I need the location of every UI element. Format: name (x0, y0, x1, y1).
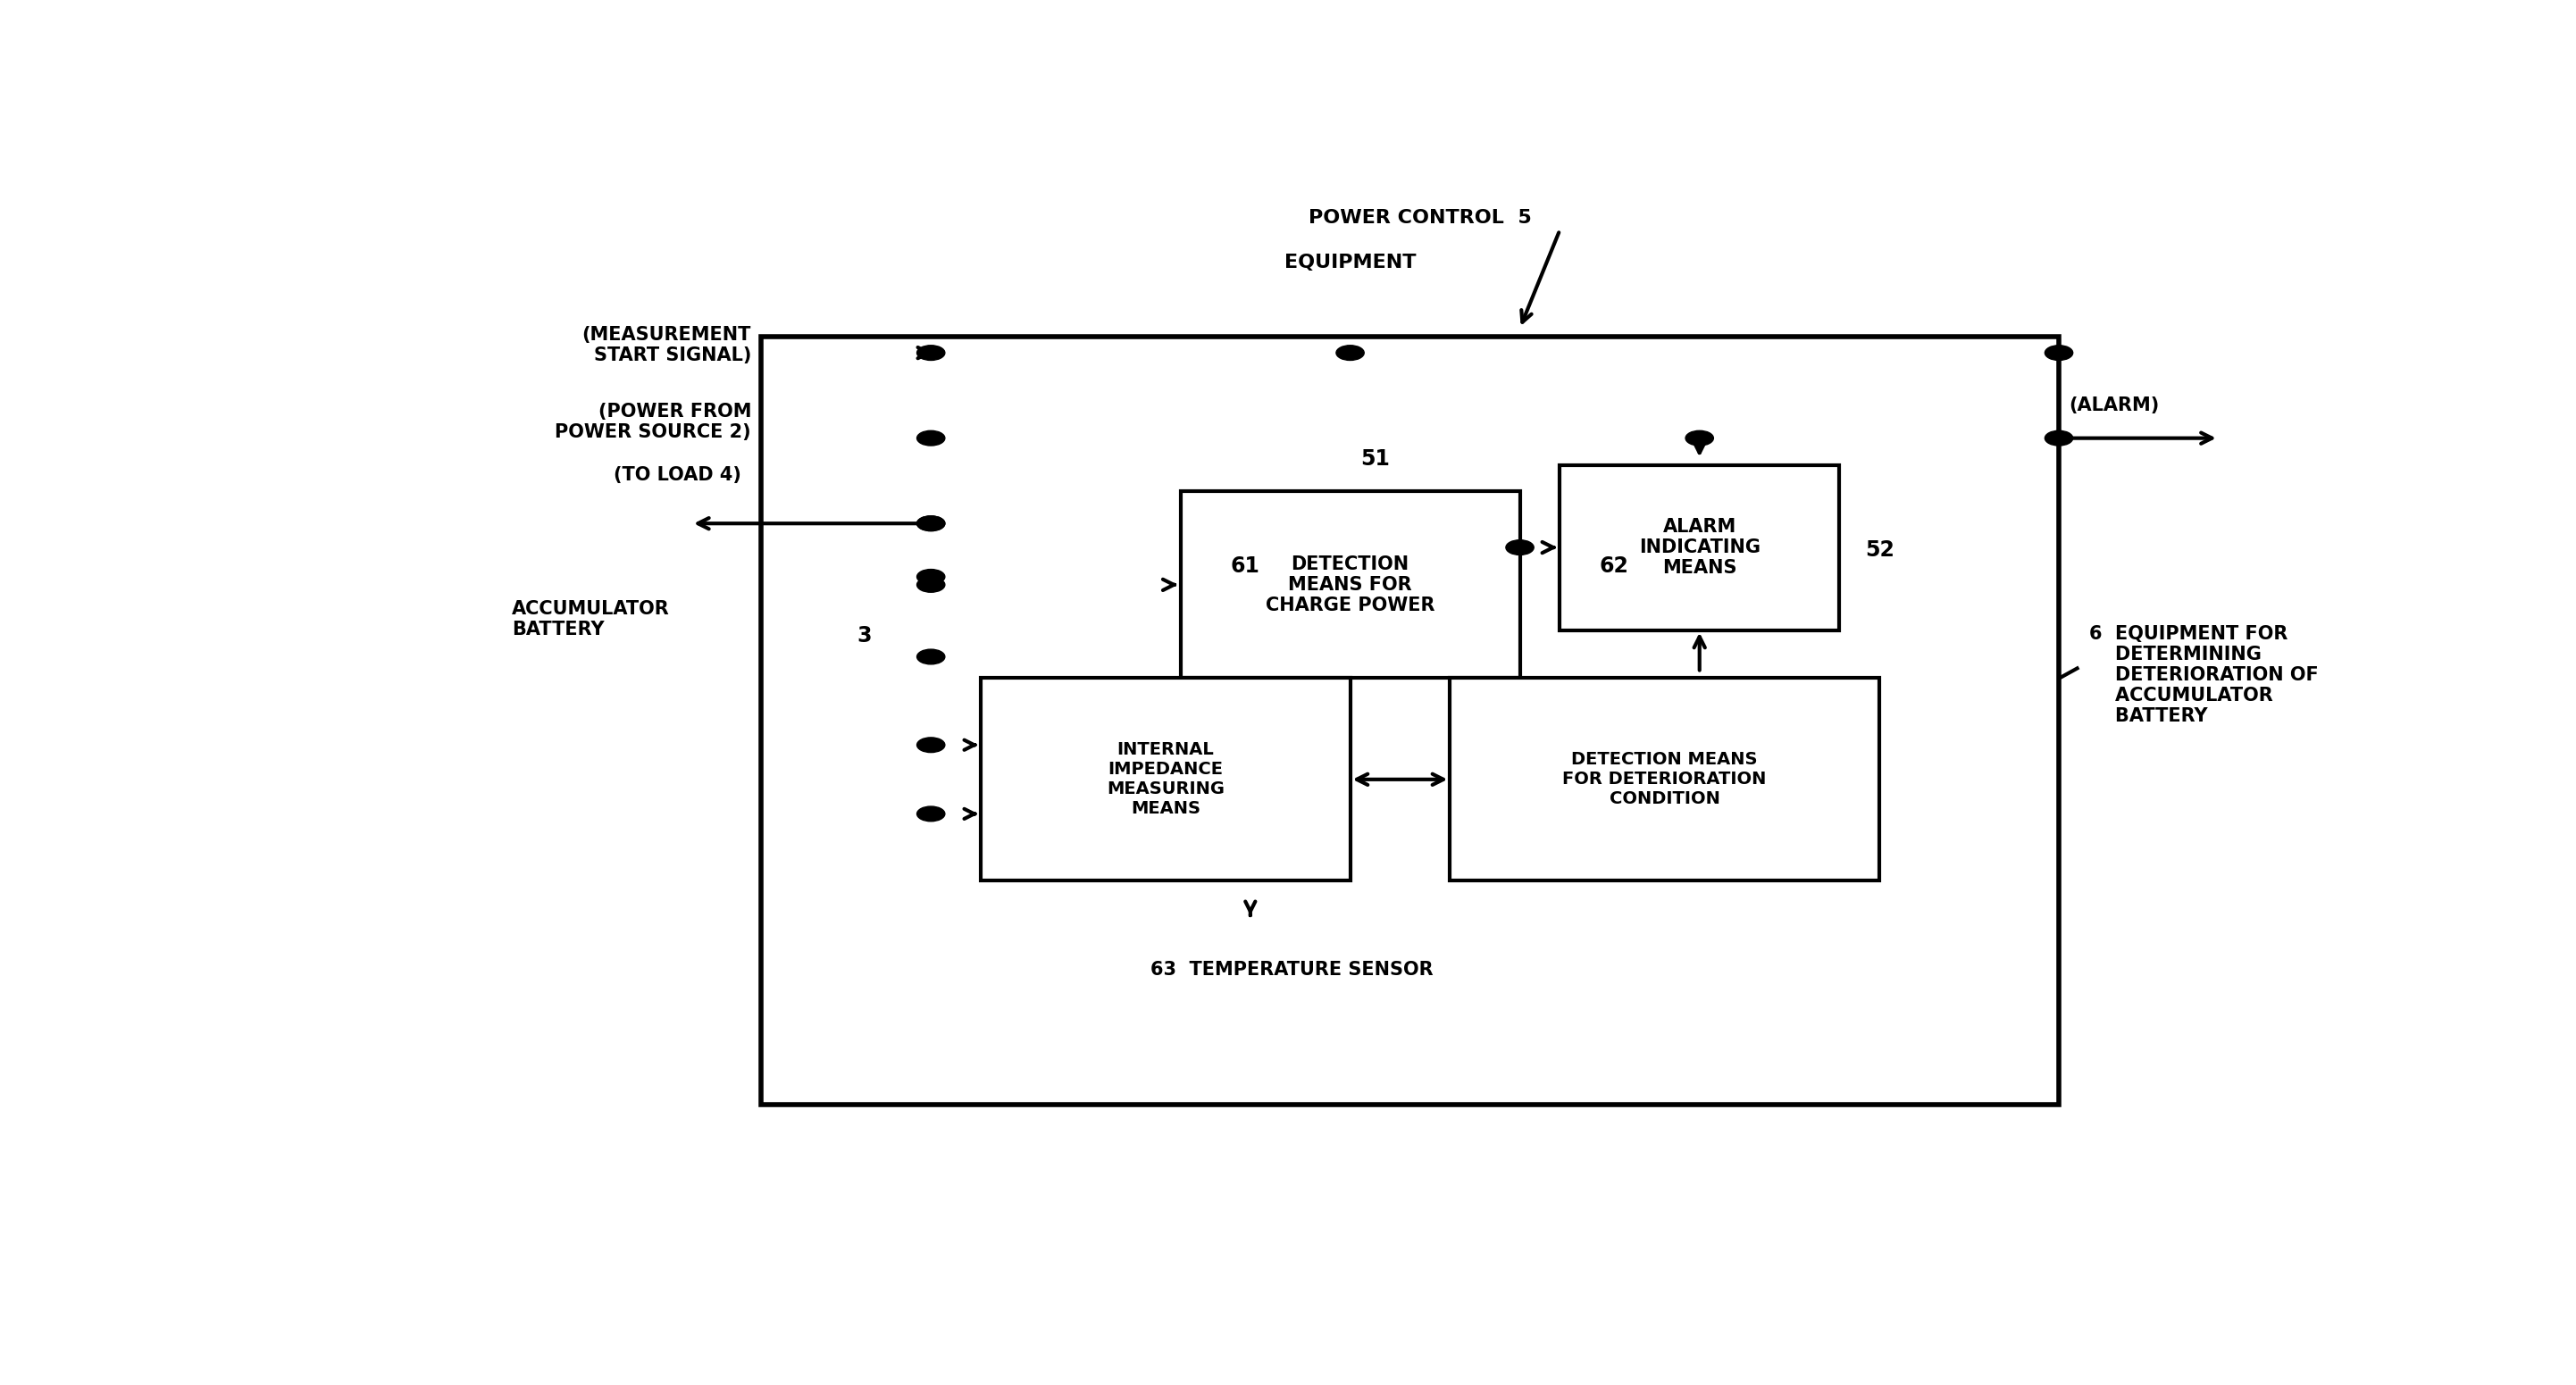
Circle shape (917, 431, 945, 446)
Circle shape (917, 569, 945, 584)
Text: ACCUMULATOR
BATTERY: ACCUMULATOR BATTERY (513, 600, 670, 638)
Bar (951, 593, 1940, 918)
Text: POWER CONTROL  5: POWER CONTROL 5 (1309, 209, 1533, 227)
Text: 62: 62 (1600, 555, 1628, 576)
Text: DETECTION MEANS
FOR DETERIORATION
CONDITION: DETECTION MEANS FOR DETERIORATION CONDIT… (1564, 751, 1767, 807)
Text: 61: 61 (1231, 555, 1260, 576)
Text: 52: 52 (1865, 539, 1893, 561)
Text: ALARM
INDICATING
MEANS: ALARM INDICATING MEANS (1638, 518, 1759, 578)
Text: (ALARM): (ALARM) (2069, 397, 2159, 414)
Circle shape (1337, 345, 1365, 360)
Text: (POWER FROM
POWER SOURCE 2): (POWER FROM POWER SOURCE 2) (554, 403, 752, 442)
Circle shape (1507, 540, 1533, 555)
Circle shape (917, 650, 945, 665)
Text: (TO LOAD 4): (TO LOAD 4) (613, 467, 742, 483)
Circle shape (917, 517, 945, 530)
Circle shape (917, 517, 945, 530)
Circle shape (917, 578, 945, 593)
Bar (1561, 465, 1839, 630)
Text: DETECTION
MEANS FOR
CHARGE POWER: DETECTION MEANS FOR CHARGE POWER (1265, 555, 1435, 615)
Text: 51: 51 (1360, 449, 1388, 470)
Bar (1180, 492, 1520, 679)
Text: 63  TEMPERATURE SENSOR: 63 TEMPERATURE SENSOR (1151, 961, 1432, 979)
Circle shape (917, 806, 945, 821)
Circle shape (1685, 431, 1713, 446)
Text: 3: 3 (858, 625, 871, 647)
Bar (981, 679, 1350, 881)
Text: (MEASUREMENT
START SIGNAL): (MEASUREMENT START SIGNAL) (582, 325, 752, 364)
Text: 6  EQUIPMENT FOR
    DETERMINING
    DETERIORATION OF
    ACCUMULATOR
    BATTER: 6 EQUIPMENT FOR DETERMINING DETERIORATIO… (2089, 625, 2318, 726)
Circle shape (917, 737, 945, 752)
Text: EQUIPMENT: EQUIPMENT (1285, 253, 1417, 271)
Bar (762, 337, 2058, 1105)
Bar (1450, 679, 1878, 881)
Circle shape (2045, 345, 2074, 360)
Circle shape (917, 345, 945, 360)
Text: INTERNAL
IMPEDANCE
MEASURING
MEANS: INTERNAL IMPEDANCE MEASURING MEANS (1108, 741, 1224, 817)
Circle shape (2045, 431, 2074, 446)
